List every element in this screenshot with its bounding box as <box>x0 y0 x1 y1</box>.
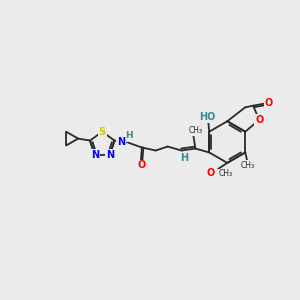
Text: O: O <box>265 98 273 108</box>
Text: S: S <box>99 127 106 137</box>
Text: CH₃: CH₃ <box>188 126 203 135</box>
Text: O: O <box>137 160 146 170</box>
Text: CH₃: CH₃ <box>240 161 254 170</box>
Text: HO: HO <box>199 112 215 122</box>
Text: H: H <box>180 153 189 164</box>
Text: O: O <box>206 168 214 178</box>
Text: H: H <box>125 131 133 140</box>
Text: O: O <box>255 115 263 125</box>
Text: N: N <box>106 150 114 160</box>
Text: N: N <box>91 150 99 160</box>
Text: N: N <box>117 136 125 147</box>
Text: CH₃: CH₃ <box>218 169 233 178</box>
